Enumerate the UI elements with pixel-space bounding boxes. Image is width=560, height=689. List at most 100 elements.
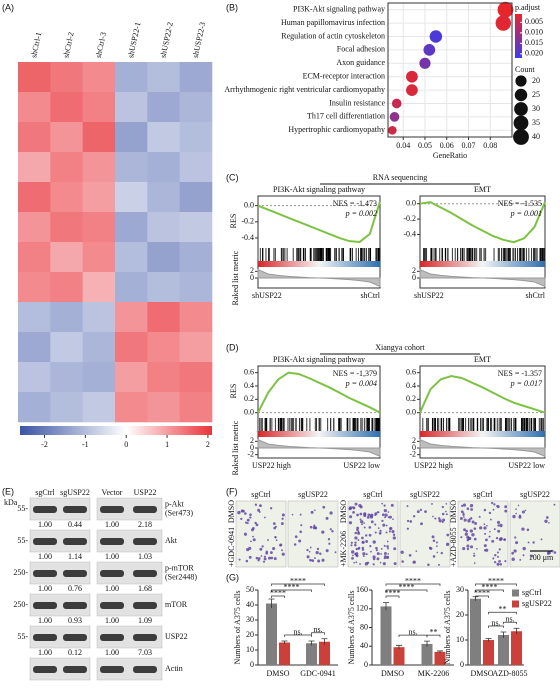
cell <box>385 531 388 534</box>
metric-tick-label: 2 <box>250 266 254 275</box>
cell <box>250 540 252 543</box>
protein-label: Akt <box>165 536 178 545</box>
heat-cell <box>18 92 51 123</box>
cell <box>359 563 361 565</box>
cell <box>367 513 371 517</box>
cell <box>511 557 515 561</box>
cell <box>504 538 506 541</box>
cell <box>309 546 312 549</box>
y-tick-label: 160 <box>356 585 368 594</box>
heat-cell <box>50 392 83 423</box>
bar <box>306 643 317 665</box>
y-axis-label: RES <box>229 214 238 229</box>
heat-cell <box>18 332 51 363</box>
band <box>63 602 87 609</box>
cell <box>356 526 360 530</box>
y-tick-label: 0.2 <box>244 394 254 403</box>
cell <box>328 542 331 545</box>
cell <box>299 530 303 534</box>
cell <box>361 540 365 544</box>
mw-marker: 55- <box>17 536 28 545</box>
micrograph <box>287 500 339 568</box>
bar <box>393 647 405 665</box>
cell <box>468 536 472 541</box>
category-label: Axon guidance <box>336 58 385 67</box>
significance-bracket <box>488 611 517 615</box>
y-tick-label: 20 <box>246 630 254 639</box>
cell <box>524 509 527 512</box>
metric-area <box>419 438 546 458</box>
cell <box>434 517 437 520</box>
cell <box>291 513 294 516</box>
cell <box>493 528 496 531</box>
cell <box>245 559 249 563</box>
cell <box>437 517 441 520</box>
cell <box>321 558 325 562</box>
cell <box>483 526 487 530</box>
heat-cell <box>179 302 213 333</box>
cell <box>281 513 285 517</box>
bar <box>279 642 290 665</box>
band <box>133 506 157 513</box>
cell <box>386 545 389 548</box>
cell <box>521 527 525 531</box>
scale-bar-label: 100 μm <box>529 553 554 562</box>
cell <box>431 535 435 539</box>
cell <box>412 515 416 518</box>
band-quant: 0.93 <box>68 616 82 625</box>
y-tick-label: 20 <box>456 610 464 619</box>
heat-cell <box>147 272 180 303</box>
color-legend-label: 0.020 <box>525 49 543 58</box>
cell <box>354 531 358 535</box>
band <box>133 570 157 577</box>
cell <box>470 517 473 520</box>
heat-cell <box>82 272 116 303</box>
band <box>100 506 124 513</box>
cell <box>406 527 409 530</box>
band-quant: 1.00 <box>105 616 119 625</box>
cell <box>252 538 256 542</box>
cell <box>375 546 378 550</box>
cell <box>437 563 440 566</box>
metric-tick-label: 2 <box>412 266 416 275</box>
dot <box>429 30 443 43</box>
heat-cell <box>115 92 148 123</box>
cell <box>497 524 500 527</box>
rank-strip <box>420 431 545 437</box>
cell <box>496 562 500 566</box>
significance-label: ns. <box>313 625 322 634</box>
cell <box>392 536 396 540</box>
cell <box>263 555 266 558</box>
cell <box>441 520 444 524</box>
dot <box>388 125 397 135</box>
significance-label: **** <box>270 588 286 597</box>
cell <box>471 533 475 537</box>
cell <box>352 554 354 557</box>
cell <box>466 507 470 511</box>
cell <box>464 532 468 536</box>
cell <box>362 552 366 556</box>
band <box>33 634 57 641</box>
x-tick-label: 0.06 <box>440 141 454 150</box>
x-tick-label: 0.07 <box>461 141 475 150</box>
cell <box>270 556 274 560</box>
column-label: sgCtrl <box>363 490 383 499</box>
blot <box>96 593 163 617</box>
significance-bracket <box>488 625 504 628</box>
cell <box>361 548 365 551</box>
blot <box>29 529 91 553</box>
heat-cell <box>82 62 116 93</box>
cell <box>258 511 261 513</box>
heat-cell <box>82 92 116 123</box>
cell <box>551 549 554 553</box>
cell <box>392 533 396 537</box>
cell <box>380 553 382 555</box>
heat-cell <box>115 242 148 273</box>
cell <box>376 511 379 514</box>
band <box>100 602 124 609</box>
cell <box>387 516 390 519</box>
bar <box>470 598 481 665</box>
heat-cell <box>82 242 116 273</box>
heat-cell <box>18 212 51 243</box>
cell <box>393 547 397 551</box>
